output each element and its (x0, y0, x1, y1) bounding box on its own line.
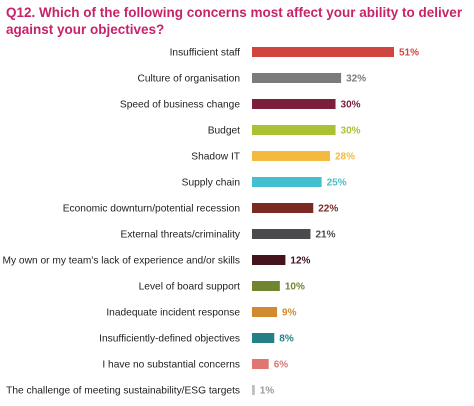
category-label: Economic downturn/potential recession (63, 204, 240, 215)
value-label: 51% (399, 48, 419, 59)
bar (252, 177, 322, 187)
bar (252, 255, 286, 265)
category-label: The challenge of meeting sustainability/… (6, 386, 240, 397)
chart-title: Q12. Which of the following concerns mos… (6, 5, 463, 37)
bar (252, 229, 311, 239)
bar-row-external-threats-criminality: External threats/criminality 21% (121, 229, 336, 241)
value-label: 25% (327, 178, 347, 189)
value-label: 1% (260, 386, 275, 397)
bar-row-supply-chain: Supply chain 25% (182, 177, 347, 189)
category-label: Speed of business change (120, 100, 240, 111)
category-label: Shadow IT (191, 152, 240, 163)
bar-row-budget: Budget 30% (208, 125, 361, 137)
bar (252, 73, 342, 83)
bar (252, 47, 394, 57)
value-label: 8% (279, 334, 294, 345)
category-label: My own or my team's lack of experience a… (3, 256, 240, 267)
category-label: Inadequate incident response (106, 308, 240, 319)
bar-row-insufficiently-defined-objectives: Insufficiently-defined objectives 8% (99, 333, 294, 345)
value-label: 10% (285, 282, 305, 293)
value-label: 28% (335, 152, 355, 163)
bar-row-the-challenge-of-meeting-sustainability-esg-targets: The challenge of meeting sustainability/… (6, 385, 274, 397)
value-label: 9% (282, 308, 297, 319)
value-label: 30% (341, 126, 361, 137)
value-label: 30% (341, 100, 361, 111)
value-label: 21% (315, 230, 335, 241)
bar-row-economic-downturn-potential-recession: Economic downturn/potential recession 22% (63, 203, 338, 215)
bar (252, 281, 280, 291)
bar-row-insufficient-staff: Insufficient staff 51% (170, 47, 419, 59)
bar (252, 385, 255, 395)
value-label: 6% (274, 360, 289, 371)
value-label: 22% (318, 204, 338, 215)
bar (252, 307, 278, 317)
category-label: Culture of organisation (137, 74, 240, 85)
bar-row-culture-of-organisation: Culture of organisation 32% (137, 73, 366, 85)
bar (252, 203, 314, 213)
bar-row-level-of-board-support: Level of board support 10% (139, 281, 305, 293)
bar (252, 333, 275, 343)
value-label: 12% (290, 256, 310, 267)
category-label: Insufficiently-defined objectives (99, 334, 240, 345)
bar-row-shadow-it: Shadow IT 28% (191, 151, 355, 163)
bar (252, 99, 336, 109)
bar (252, 359, 269, 369)
bar-row-my-own-or-my-team-s-lack-of-experience-and-or-skills: My own or my team's lack of experience a… (3, 255, 311, 267)
category-label: External threats/criminality (121, 230, 241, 241)
bar-row-speed-of-business-change: Speed of business change 30% (120, 99, 361, 111)
value-label: 32% (346, 74, 366, 85)
category-label: Level of board support (139, 282, 241, 293)
bar (252, 151, 330, 161)
category-label: I have no substantial concerns (102, 360, 240, 371)
bar (252, 125, 336, 135)
bar-row-inadequate-incident-response: Inadequate incident response 9% (106, 307, 297, 319)
category-label: Budget (208, 126, 240, 137)
category-label: Insufficient staff (170, 48, 241, 59)
category-label: Supply chain (182, 178, 240, 189)
bar-row-i-have-no-substantial-concerns: I have no substantial concerns 6% (102, 359, 288, 371)
